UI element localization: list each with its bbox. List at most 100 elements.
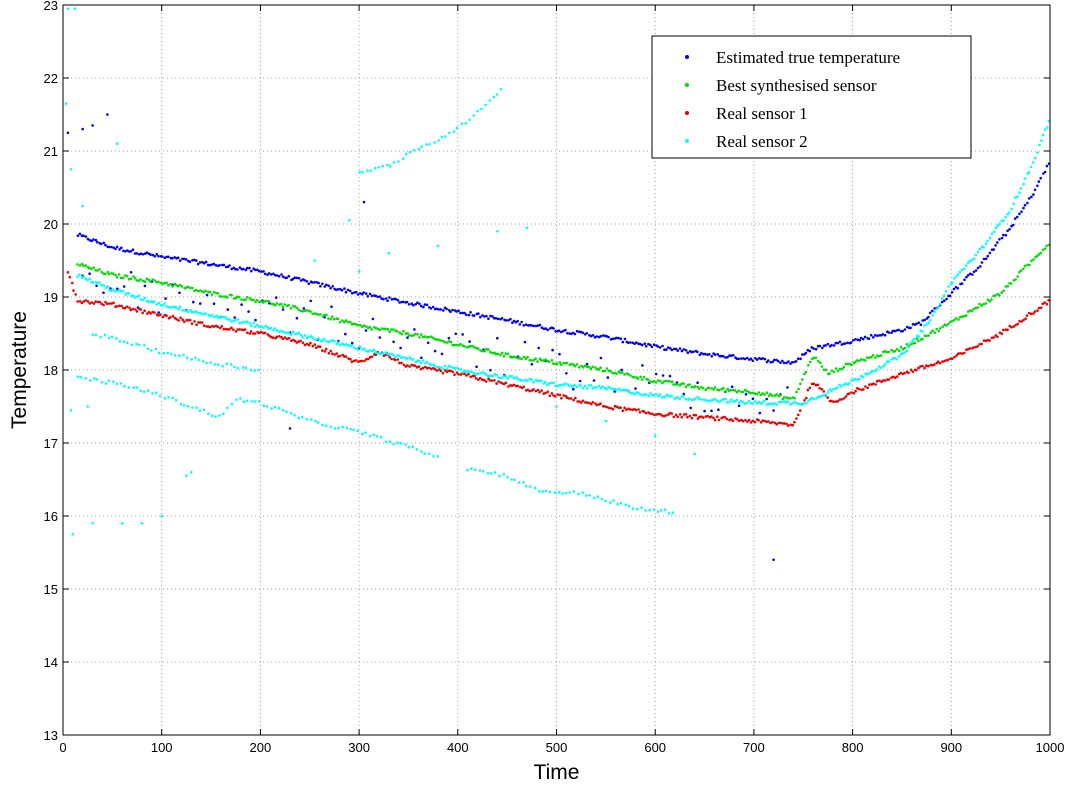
point-series-3: [283, 336, 287, 339]
point-series-2: [210, 293, 214, 296]
point-series-1: [100, 242, 103, 246]
point-series-4: [662, 395, 666, 399]
point-series-4: [112, 380, 115, 384]
point-series-4: [1038, 143, 1041, 147]
point-series-4: [639, 393, 642, 396]
point-series-1: [260, 270, 263, 273]
point-series-4: [508, 374, 512, 378]
point-series-4: [587, 384, 591, 387]
point-series-3: [396, 358, 400, 361]
point-series-1: [102, 241, 106, 245]
point-series-4: [615, 389, 618, 392]
point-series-4: [358, 170, 362, 174]
point-series-4: [384, 351, 388, 354]
point-series-1: [330, 305, 333, 309]
point-series-4: [619, 389, 622, 392]
point-series-4: [1047, 119, 1051, 123]
point-series-4: [361, 171, 364, 174]
point-series-4: [807, 399, 810, 403]
point-series-4: [357, 270, 361, 273]
point-series-4: [478, 469, 482, 472]
point-series-4: [222, 412, 225, 416]
point-series-3: [725, 417, 729, 421]
point-series-2: [1006, 285, 1010, 288]
point-series-4: [322, 337, 326, 341]
point-series-3: [686, 415, 689, 419]
point-series-3: [803, 399, 806, 402]
point-series-2: [245, 295, 249, 299]
point-series-2: [412, 334, 415, 337]
point-series-2: [1000, 291, 1003, 295]
point-series-1: [585, 332, 589, 335]
point-series-3: [960, 352, 964, 355]
point-series-4: [645, 393, 648, 396]
point-series-1: [873, 334, 877, 337]
point-series-4: [166, 351, 169, 355]
point-series-3: [923, 366, 926, 370]
point-series-3: [644, 411, 648, 415]
point-series-3: [84, 299, 88, 302]
point-series-1: [196, 262, 200, 266]
point-series-2: [404, 332, 408, 335]
point-series-2: [905, 343, 909, 346]
point-series-1: [84, 235, 88, 238]
point-series-3: [806, 388, 810, 392]
point-series-4: [907, 345, 910, 349]
point-series-4: [481, 371, 485, 374]
x-tick-label: 600: [644, 740, 666, 755]
point-series-4: [960, 268, 964, 272]
point-series-3: [157, 314, 160, 317]
point-series-2: [976, 306, 979, 309]
point-series-4: [871, 369, 875, 373]
point-series-4: [496, 230, 499, 233]
point-series-2: [763, 393, 766, 396]
point-series-3: [830, 399, 833, 403]
point-series-4: [230, 402, 234, 406]
point-series-3: [382, 354, 386, 358]
point-series-2: [870, 355, 873, 359]
point-series-3: [522, 385, 525, 389]
point-series-2: [1041, 248, 1045, 252]
point-series-4: [234, 318, 237, 322]
point-series-4: [644, 509, 647, 512]
point-series-2: [895, 348, 899, 351]
point-series-2: [690, 385, 694, 389]
point-series-3: [188, 318, 192, 322]
point-series-2: [262, 301, 265, 304]
point-series-3: [350, 360, 354, 364]
point-series-4: [605, 387, 608, 391]
point-series-3: [893, 376, 897, 380]
point-series-4: [433, 365, 437, 368]
legend-marker: [685, 111, 689, 115]
point-series-1: [212, 302, 216, 306]
point-series-3: [953, 355, 956, 359]
point-series-3: [550, 392, 554, 395]
point-series-4: [854, 377, 857, 381]
point-series-4: [421, 359, 425, 362]
point-series-1: [107, 245, 111, 249]
point-series-2: [319, 313, 322, 316]
point-series-4: [204, 312, 207, 315]
point-series-4: [502, 472, 506, 476]
point-series-2: [599, 366, 602, 370]
point-series-1: [522, 324, 525, 327]
point-series-1: [178, 259, 182, 262]
point-series-1: [106, 113, 109, 116]
point-series-4: [216, 315, 220, 319]
point-series-3: [329, 349, 333, 353]
point-series-4: [822, 393, 826, 397]
point-series-1: [405, 300, 409, 304]
point-series-4: [649, 392, 652, 395]
point-series-1: [785, 361, 788, 365]
point-series-4: [84, 377, 88, 380]
point-series-1: [431, 305, 435, 309]
point-series-2: [640, 378, 644, 381]
point-series-1: [277, 275, 281, 278]
point-series-4: [609, 387, 612, 390]
point-series-1: [1032, 193, 1035, 196]
point-series-3: [562, 394, 565, 397]
point-series-1: [139, 252, 143, 255]
point-series-2: [741, 390, 745, 394]
point-series-1: [891, 329, 895, 333]
